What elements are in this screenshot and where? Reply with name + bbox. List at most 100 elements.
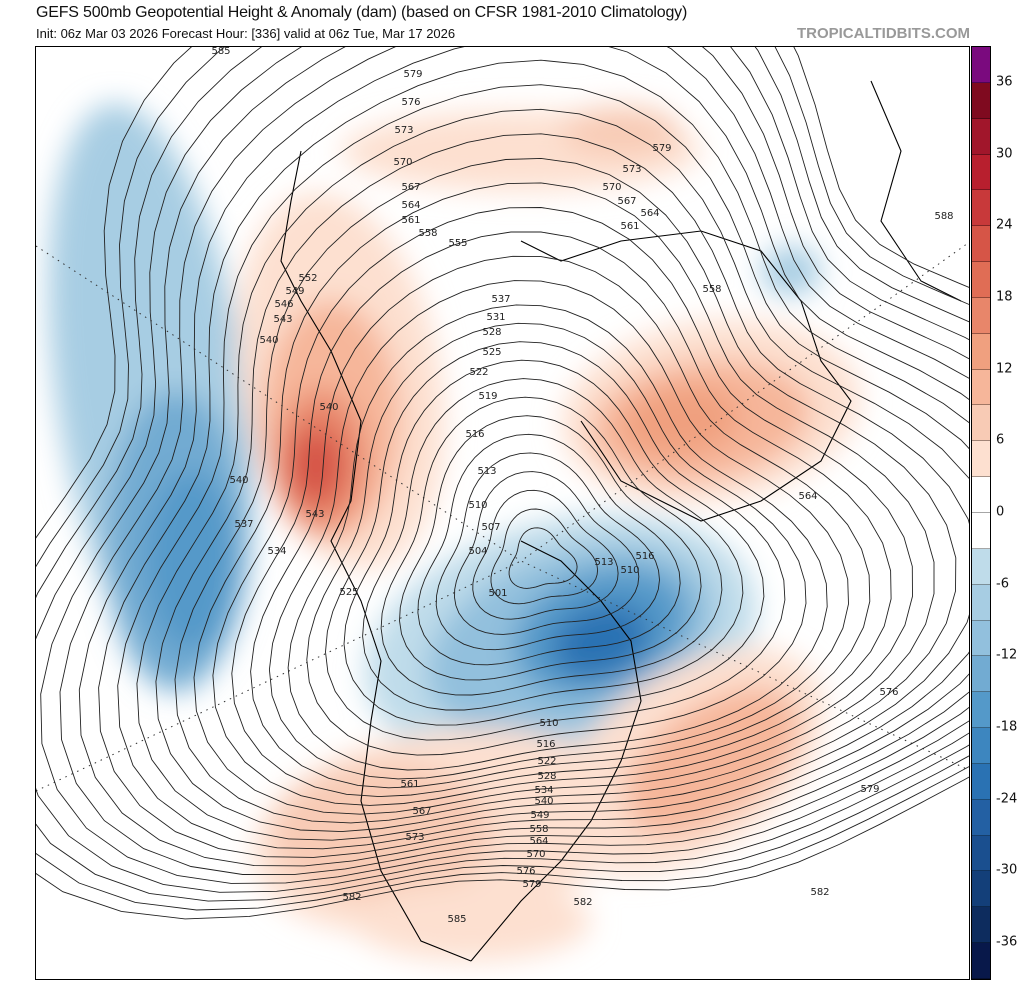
contour-label: 570	[393, 157, 412, 168]
height-contour	[174, 157, 957, 824]
contour-label: 501	[488, 588, 507, 599]
height-contour	[508, 527, 578, 589]
colorbar-tick-label: -30	[996, 862, 1018, 878]
contour-label: 525	[339, 587, 358, 598]
contour-label: 582	[810, 887, 829, 898]
contour-label: 519	[478, 391, 497, 402]
contour-label: 516	[465, 429, 484, 440]
height-contour	[435, 452, 660, 651]
height-contour	[306, 322, 807, 756]
height-contour	[117, 84, 969, 850]
brand-watermark: TROPICALTIDBITS.COM	[796, 25, 970, 42]
colorbar-segment	[972, 584, 990, 621]
colorbar-segment	[972, 333, 990, 370]
contour-label: 513	[477, 466, 496, 477]
contour-label: 558	[418, 228, 437, 239]
grid-line	[520, 560, 969, 771]
height-contour	[155, 133, 969, 833]
contour-label: 543	[305, 509, 324, 520]
colorbar-tick-label: 12	[996, 361, 1013, 377]
contour-label: 573	[394, 125, 413, 136]
height-contour	[212, 207, 913, 806]
contour-label: 573	[405, 832, 424, 843]
colorbar-segment	[972, 47, 990, 83]
colorbar-segment	[972, 477, 990, 513]
anomaly-region	[351, 881, 591, 961]
contour-label: 534	[534, 785, 553, 796]
height-contour	[40, 47, 969, 884]
contour-label: 528	[537, 771, 556, 782]
contour-label: 561	[400, 779, 419, 790]
contour-label: 528	[482, 327, 501, 338]
grid-line	[520, 241, 969, 562]
contour-label: 558	[529, 824, 548, 835]
height-contour	[362, 378, 744, 711]
contour-label: 540	[534, 796, 553, 807]
contour-label: 579	[860, 784, 879, 795]
colorbar-tick-label: -12	[996, 647, 1018, 663]
contour-label: 573	[622, 164, 641, 175]
contour-label: 567	[401, 182, 420, 193]
contour-label: 543	[273, 314, 292, 325]
anomaly-shading	[48, 103, 861, 961]
contour-labels: 5855795765735705675645615585555525495465…	[211, 47, 953, 925]
height-contour	[98, 59, 969, 858]
colorbar-segment	[972, 656, 990, 693]
colorbar-segment	[972, 118, 990, 155]
contour-label: 522	[469, 367, 488, 378]
height-contour	[136, 108, 969, 841]
colorbar-segment	[972, 728, 990, 764]
coastline	[870, 80, 962, 302]
contour-label: 555	[448, 238, 467, 249]
contour-label: 540	[259, 335, 278, 346]
contour-label: 516	[635, 551, 654, 562]
contour-label: 546	[274, 299, 293, 310]
contour-label: 510	[620, 565, 639, 576]
contour-label: 567	[617, 196, 636, 207]
colorbar-segment	[972, 799, 990, 836]
colorbar	[971, 46, 991, 980]
height-contour	[490, 508, 599, 605]
contour-label: 585	[211, 47, 230, 57]
height-contour	[36, 47, 969, 893]
height-contour	[268, 280, 849, 780]
contour-label: 579	[522, 879, 541, 890]
contour-label: 567	[412, 806, 431, 817]
latlon-grid	[36, 241, 969, 792]
contour-label: 516	[536, 739, 555, 750]
colorbar-segment	[972, 441, 990, 478]
colorbar-tick-label: 24	[996, 217, 1013, 233]
colorbar-segment	[972, 405, 990, 442]
height-anomaly-map: 5855795765735705675645615585555525495465…	[36, 47, 969, 962]
contour-label: 582	[342, 892, 361, 903]
colorbar-tick-label: 18	[996, 289, 1013, 305]
contour-label: 579	[403, 69, 422, 80]
contour-label: 504	[468, 546, 487, 557]
height-contour	[78, 47, 969, 867]
height-contour	[193, 182, 935, 815]
colorbar-tick-label: -6	[996, 576, 1009, 592]
height-contour	[380, 396, 723, 696]
contour-label: 540	[319, 402, 338, 413]
contour-label: 579	[652, 143, 671, 154]
height-contour	[472, 489, 619, 620]
contour-label: 558	[702, 284, 721, 295]
colorbar-tick-label: -24	[996, 791, 1018, 807]
anomaly-region	[288, 428, 344, 504]
contour-label: 525	[482, 347, 501, 358]
anomaly-region	[146, 471, 236, 651]
height-contour	[287, 304, 828, 771]
colorbar-segment	[972, 943, 990, 979]
contour-label: 564	[529, 836, 548, 847]
contour-label: 564	[640, 208, 659, 219]
colorbar-tick-label: -18	[996, 719, 1018, 735]
height-contour	[343, 359, 765, 726]
colorbar-tick-label: 36	[996, 74, 1013, 90]
map-subtitle: Init: 06z Mar 03 2026 Forecast Hour: [33…	[36, 26, 456, 41]
coastline	[280, 150, 472, 962]
anomaly-region	[271, 761, 491, 901]
height-contour	[325, 341, 786, 741]
anomaly-region	[621, 385, 741, 457]
anomaly-region	[552, 603, 650, 679]
height-contour	[36, 47, 969, 902]
